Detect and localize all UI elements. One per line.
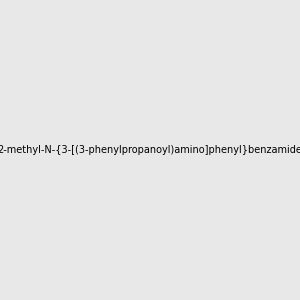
Text: 2-methyl-N-{3-[(3-phenylpropanoyl)amino]phenyl}benzamide: 2-methyl-N-{3-[(3-phenylpropanoyl)amino]… xyxy=(0,145,300,155)
